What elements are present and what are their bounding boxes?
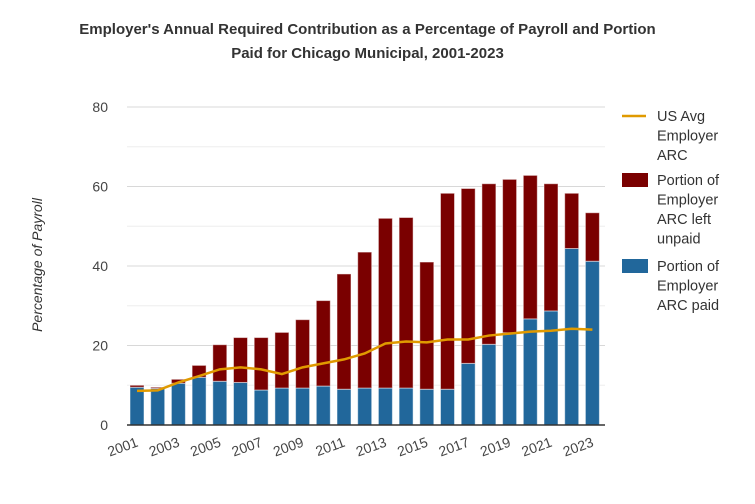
bar-paid (584, 260, 600, 426)
bar-paid (440, 388, 455, 426)
bar-unpaid (274, 331, 290, 389)
x-tick-label: 2001 (105, 434, 140, 460)
bar-unpaid (315, 300, 331, 387)
bar-paid (170, 382, 186, 426)
bar-paid (295, 387, 311, 426)
legend-label: ARC left (657, 212, 711, 228)
x-tick-label: 2003 (147, 434, 182, 460)
bar-paid (564, 248, 580, 426)
bar-unpaid (233, 337, 248, 383)
bar-unpaid (357, 251, 373, 389)
legend-label: ARC (657, 148, 688, 164)
bar-unpaid (584, 212, 600, 262)
bar-unpaid (440, 192, 455, 390)
x-tick-label: 2017 (436, 434, 471, 460)
bar-unpaid (129, 384, 145, 388)
bar-unpaid (543, 183, 559, 312)
bar-unpaid (377, 217, 393, 389)
y-tick-label: 0 (100, 417, 108, 433)
bar-unpaid (460, 187, 476, 364)
y-tick-label: 40 (92, 258, 108, 274)
bar-paid (150, 387, 166, 426)
x-tick-label: 2021 (519, 434, 554, 460)
legend-label: ARC paid (657, 298, 719, 314)
x-tick-label: 2011 (313, 434, 347, 459)
bar-paid (357, 387, 373, 426)
y-axis-title: Percentage of Payroll (29, 197, 45, 332)
bar-paid (522, 318, 538, 426)
bar-unpaid (212, 344, 228, 382)
bar-unpaid (253, 337, 269, 391)
bar-paid (274, 387, 290, 426)
bar-paid (233, 381, 248, 426)
x-tick-label: 2007 (229, 434, 264, 460)
bar-paid (481, 343, 497, 426)
bar-unpaid (564, 192, 580, 250)
bar-unpaid (481, 183, 497, 345)
legend-label: US Avg (657, 109, 705, 125)
bar-paid (398, 387, 414, 426)
bar-paid (460, 362, 476, 426)
x-tick-label: 2023 (561, 434, 596, 460)
legend-label: Employer (657, 129, 718, 145)
bar-paid (502, 332, 518, 426)
legend-swatch (622, 259, 648, 273)
bar-paid (315, 385, 331, 426)
bar-paid (543, 310, 559, 426)
y-tick-label: 60 (92, 179, 108, 195)
x-tick-label: 2009 (271, 434, 306, 460)
x-tick-label: 2005 (188, 434, 223, 460)
bar-paid (336, 388, 352, 426)
y-tick-label: 20 (92, 338, 108, 354)
title-line-2: Paid for Chicago Municipal, 2001-2023 (231, 45, 504, 62)
bar-unpaid (295, 319, 311, 389)
x-tick-label: 2019 (478, 434, 513, 460)
legend-label: Employer (657, 193, 718, 209)
legend-label: Portion of (657, 173, 720, 189)
bar-unpaid (398, 217, 414, 389)
bar-unpaid (502, 178, 518, 334)
title-line-1: Employer's Annual Required Contribution … (79, 21, 656, 38)
bar-paid (191, 376, 207, 426)
chart-title: Employer's Annual Required Contribution … (0, 18, 735, 66)
x-tick-label: 2013 (354, 434, 389, 460)
legend-label: Portion of (657, 259, 720, 275)
bar-paid (212, 380, 228, 426)
bar-paid (419, 388, 435, 426)
bar-unpaid (336, 273, 352, 390)
bar-paid (377, 387, 393, 426)
legend-label: Employer (657, 279, 718, 295)
x-tick-label: 2015 (395, 434, 430, 460)
bar-unpaid (419, 261, 435, 390)
legend-swatch (622, 173, 648, 187)
bar-paid (253, 389, 269, 426)
bar-paid (129, 386, 145, 426)
bar-unpaid (522, 174, 538, 320)
legend-label: unpaid (657, 232, 701, 248)
y-tick-label: 80 (92, 99, 108, 115)
line-us-avg (136, 327, 593, 393)
